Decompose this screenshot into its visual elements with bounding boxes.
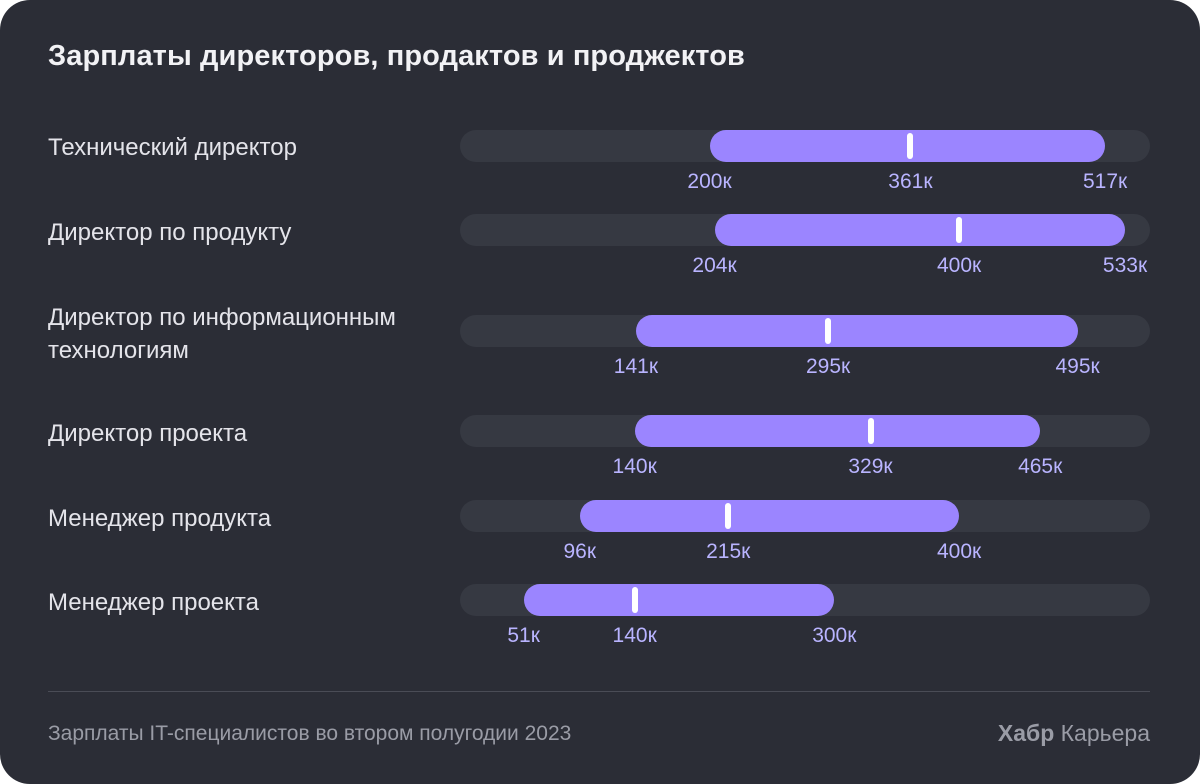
- median-marker: [956, 217, 963, 243]
- row-track: [460, 584, 1150, 616]
- min-value-label: 141к: [613, 355, 659, 378]
- min-value-label: 204к: [692, 254, 737, 277]
- median-value-label: 400к: [936, 254, 982, 277]
- min-value-label: 140к: [612, 455, 657, 478]
- brand-name-bold: Хабр: [997, 720, 1055, 746]
- brand-logo: Хабр Карьера: [998, 720, 1150, 747]
- max-value-label: 400к: [936, 540, 982, 563]
- row-label: Директор по информационным технологиям: [48, 304, 396, 364]
- min-value-label: 96к: [563, 540, 597, 563]
- median-marker: [867, 418, 874, 444]
- median-marker: [907, 133, 914, 159]
- max-value-label: 465к: [1018, 455, 1063, 478]
- footer-divider: [48, 691, 1150, 692]
- salary-range-bar: [523, 584, 835, 616]
- median-value-label: 140к: [612, 624, 657, 647]
- median-marker: [725, 503, 732, 529]
- salary-range-bar: [634, 415, 1041, 447]
- row-track: [460, 500, 1150, 532]
- median-value-label: 361к: [888, 170, 933, 193]
- row-track: [460, 315, 1150, 347]
- salary-range-bar: [714, 214, 1126, 246]
- salary-range-bar: [709, 130, 1106, 162]
- chart-title: Зарплаты директоров, продактов и проджек…: [48, 40, 745, 72]
- max-value-label: 517к: [1082, 170, 1128, 193]
- salary-range-bar: [579, 500, 960, 532]
- min-value-label: 200к: [687, 170, 732, 193]
- row-label: Менеджер проекта: [48, 589, 259, 616]
- median-value-label: 295к: [805, 355, 851, 378]
- median-value-label: 329к: [848, 455, 893, 478]
- row-label: Технический директор: [48, 134, 297, 161]
- salary-range-bar: [635, 315, 1078, 347]
- brand-name-rest: Карьера: [1060, 720, 1150, 746]
- median-value-label: 215к: [706, 540, 751, 563]
- row-label: Менеджер продукта: [48, 505, 272, 532]
- median-marker: [631, 587, 638, 613]
- row-track: [460, 130, 1150, 162]
- max-value-label: 533к: [1102, 254, 1148, 277]
- footer-source-note: Зарплаты IT-специалистов во втором полуг…: [48, 722, 572, 745]
- median-marker: [825, 318, 832, 344]
- row-track: [460, 214, 1150, 246]
- row-label: Директор проекта: [48, 420, 248, 447]
- max-value-label: 300к: [812, 624, 857, 647]
- max-value-label: 495к: [1055, 355, 1100, 378]
- min-value-label: 51к: [507, 624, 540, 647]
- row-label: Директор по продукту: [48, 219, 292, 246]
- row-track: [460, 415, 1150, 447]
